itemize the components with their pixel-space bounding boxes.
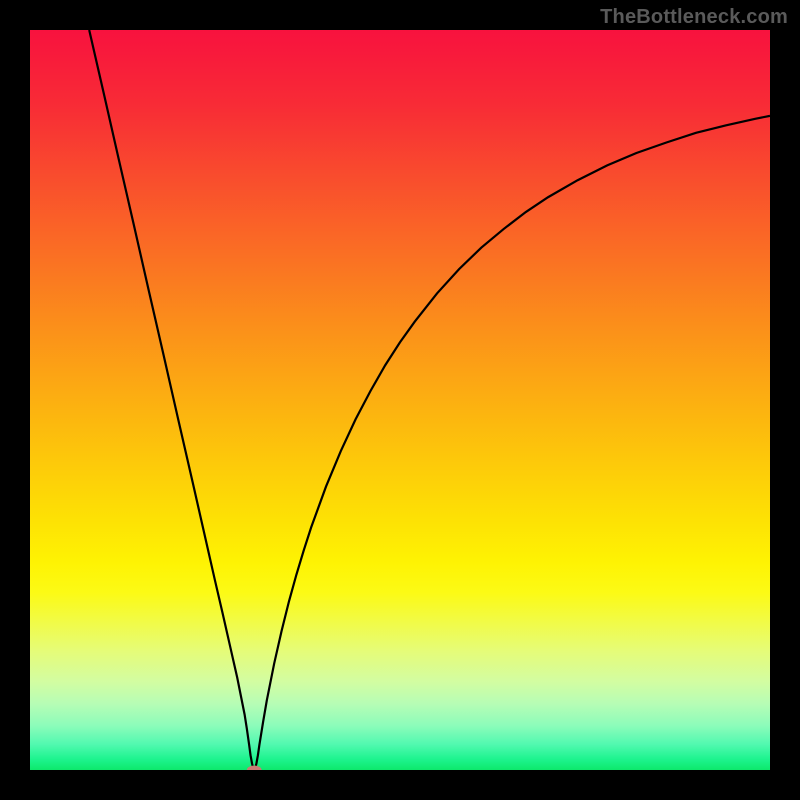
minimum-marker [247, 766, 262, 770]
plot-area [30, 30, 770, 770]
watermark-text: TheBottleneck.com [600, 6, 788, 29]
curve-layer [30, 30, 770, 770]
bottleneck-curve [89, 30, 770, 770]
